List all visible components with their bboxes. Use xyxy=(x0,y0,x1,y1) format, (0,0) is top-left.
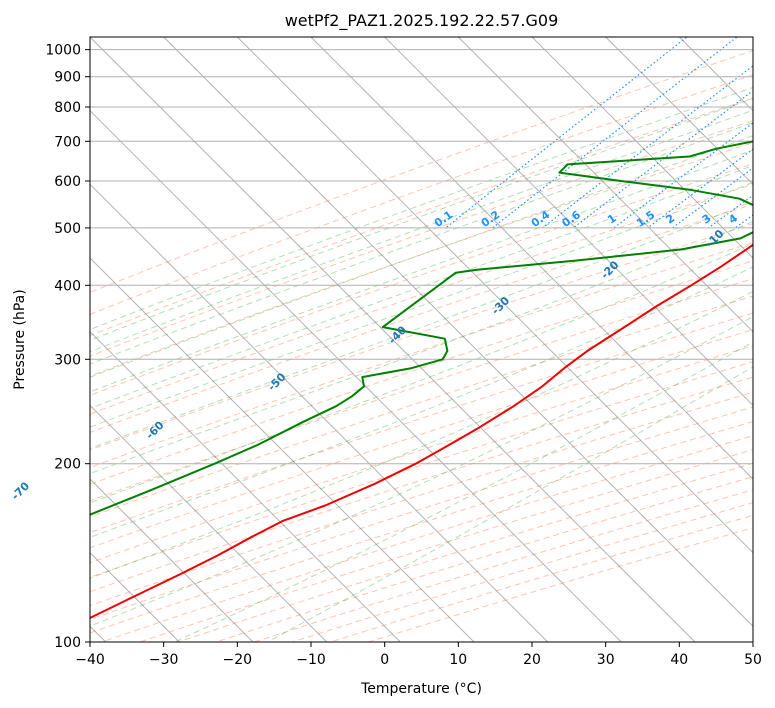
dry-adiabat-line xyxy=(90,260,753,485)
mixing-ratio-label: 3 xyxy=(700,212,714,227)
x-tick-label: 0 xyxy=(380,652,389,668)
x-axis-title: Temperature (°C) xyxy=(360,681,482,697)
dry-adiabat-line xyxy=(90,329,753,549)
dry-adiabat-line xyxy=(90,361,753,578)
y-tick-label: 400 xyxy=(54,278,81,294)
dry-adiabat-line xyxy=(90,312,753,534)
mixing-ratio-label: 0.4 xyxy=(529,208,553,230)
x-tick-label: −40 xyxy=(75,652,105,668)
x-tick-label: 10 xyxy=(449,652,467,668)
isotherm-line xyxy=(90,109,622,642)
plot-frame xyxy=(89,36,754,643)
moist-adiabat-line xyxy=(90,316,753,627)
y-tick-label: 500 xyxy=(54,221,81,237)
x-tick-label: −20 xyxy=(223,652,253,668)
dry-adiabat-line xyxy=(90,74,753,315)
x-tick-label: 40 xyxy=(670,652,688,668)
y-tick-label: 700 xyxy=(54,134,81,150)
moist-adiabat-line xyxy=(90,164,753,409)
skewed-isotherms xyxy=(90,37,753,642)
dry-adiabat-line xyxy=(90,203,753,433)
dry-adiabat-line xyxy=(90,163,753,396)
isotherm-line xyxy=(90,37,696,642)
y-tick-label: 300 xyxy=(54,352,81,368)
moist-adiabat-line xyxy=(90,109,753,353)
dry-adiabat-line xyxy=(215,476,753,642)
mixing-ratio-line xyxy=(672,167,753,229)
chart-title: wetPf2_PAZ1.2025.192.22.57.G09 xyxy=(285,11,559,31)
isotherm-line xyxy=(310,37,753,480)
isotherm-label: -60 xyxy=(143,418,166,441)
moist-adiabat-line xyxy=(90,86,753,331)
profile-lines xyxy=(90,140,753,620)
background-lines xyxy=(90,37,753,642)
dry-adiabat-line xyxy=(90,223,753,451)
isotherm-line xyxy=(384,37,753,407)
y-tick-label: 900 xyxy=(54,70,81,86)
isotherm-label: -50 xyxy=(265,370,288,393)
dry-adiabat-line xyxy=(90,278,753,502)
moist-adiabats xyxy=(90,86,753,642)
moist-adiabat-line xyxy=(90,220,753,475)
pressure-gridlines xyxy=(90,49,753,642)
mixing-ratio-line xyxy=(572,89,753,229)
dry-adiabat-line xyxy=(90,183,753,415)
isotherm-label: -30 xyxy=(489,294,512,317)
mixing-ratio-line xyxy=(708,194,753,229)
mixing-ratio-label: 2 xyxy=(664,212,678,227)
isotherm-line xyxy=(752,37,753,38)
dry-adiabat-line xyxy=(90,97,753,337)
dry-adiabat-line xyxy=(368,527,753,642)
dry-adiabat-line xyxy=(139,449,753,642)
isotherm-line xyxy=(531,37,753,259)
isotherm-label: -10 xyxy=(703,227,726,250)
isotherm-label: -70 xyxy=(9,479,32,502)
profile-series-line xyxy=(90,243,753,620)
isotherm-line xyxy=(90,183,549,642)
y-tick-label: 800 xyxy=(54,100,81,116)
isotherm-line xyxy=(163,37,753,628)
isotherm-line xyxy=(678,37,753,112)
x-tick-label: 30 xyxy=(597,652,615,668)
dry-adiabat-line xyxy=(90,120,753,357)
moist-adiabat-line xyxy=(267,366,753,642)
y-tick-label: 200 xyxy=(54,457,81,473)
profile-series-line xyxy=(90,140,753,516)
dry-adiabat-line xyxy=(90,345,753,564)
x-tick-label: −10 xyxy=(296,652,326,668)
mixing-ratio-lines xyxy=(445,37,753,229)
mixing-ratio-label: 4 xyxy=(726,211,740,226)
mixing-ratio-label: 0.6 xyxy=(560,208,584,230)
isotherm-line xyxy=(457,37,753,333)
isotherm-line xyxy=(605,37,753,186)
y-tick-label: 1000 xyxy=(45,43,81,59)
isotherm-line xyxy=(90,257,475,642)
dry-adiabat-line xyxy=(90,241,753,469)
x-tick-label: 50 xyxy=(744,652,762,668)
dry-adiabat-line xyxy=(90,391,753,607)
x-axis: −40 −30 −20 −10 0 10 20 30 40 50 xyxy=(75,642,762,668)
isotherm-line xyxy=(90,404,328,642)
mixing-ratio-line xyxy=(445,37,688,229)
isotherm-line xyxy=(236,37,753,554)
x-tick-label: −30 xyxy=(149,652,179,668)
dry-adiabat-line xyxy=(90,50,753,293)
isotherm-line xyxy=(90,330,401,642)
x-tick-label: 20 xyxy=(523,652,541,668)
isotherm-label: -20 xyxy=(598,258,621,281)
y-axis: 1000 900 800 700 600 500 400 300 200 100 xyxy=(45,43,90,651)
dry-adiabat-line xyxy=(90,376,753,593)
mixing-ratio-label: 1 xyxy=(605,212,619,227)
dry-adiabat-line xyxy=(254,489,753,642)
dry-adiabat-line xyxy=(90,295,753,518)
isotherm-line xyxy=(90,478,254,642)
dry-adiabats xyxy=(90,50,753,642)
y-axis-title: Pressure (hPa) xyxy=(12,289,28,389)
dry-adiabat-line xyxy=(90,142,753,377)
y-tick-label: 100 xyxy=(54,635,81,651)
y-tick-label: 600 xyxy=(54,174,81,190)
